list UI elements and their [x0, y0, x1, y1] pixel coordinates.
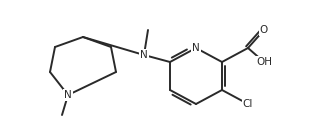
- Text: N: N: [192, 43, 200, 53]
- Text: O: O: [260, 25, 268, 35]
- Text: N: N: [140, 50, 148, 60]
- Text: Cl: Cl: [243, 99, 253, 109]
- Text: OH: OH: [256, 57, 272, 67]
- Text: N: N: [64, 90, 72, 100]
